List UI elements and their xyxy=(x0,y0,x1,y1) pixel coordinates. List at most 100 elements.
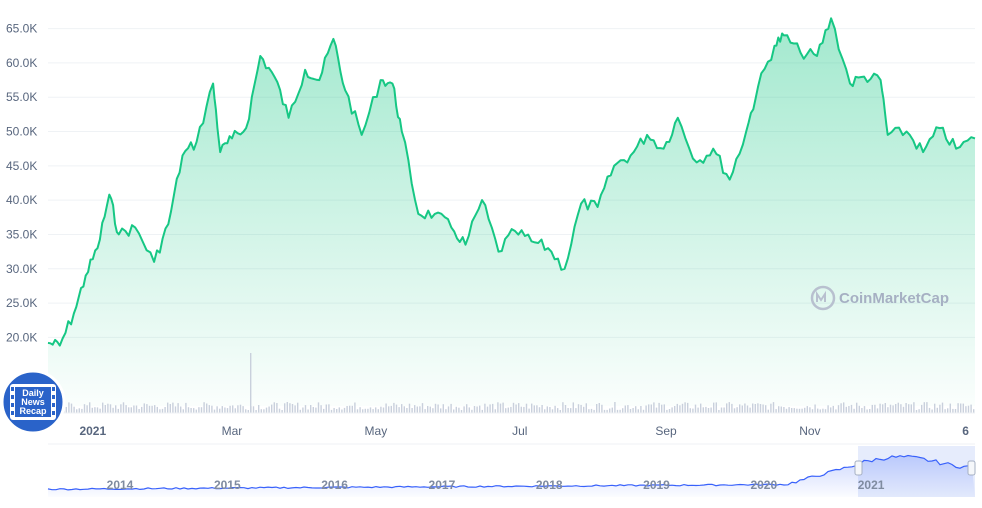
volume-bar xyxy=(252,406,255,413)
volume-bar xyxy=(226,408,229,413)
volume-bar xyxy=(739,404,741,413)
volume-bar xyxy=(832,405,834,413)
volume-bar xyxy=(531,403,533,413)
navigator-right-handle[interactable] xyxy=(967,460,976,476)
volume-bar xyxy=(947,408,949,413)
volume-bar xyxy=(278,408,281,413)
volume-bar xyxy=(239,404,242,413)
volume-bar xyxy=(180,406,182,413)
volume-bar xyxy=(193,408,195,413)
volume-bar xyxy=(811,409,814,413)
volume-bar xyxy=(861,408,863,413)
volume-bar xyxy=(187,407,190,413)
volume-bar xyxy=(372,409,374,413)
volume-bar xyxy=(320,405,322,413)
volume-bar xyxy=(148,405,151,413)
navigator-year-label: 2020 xyxy=(750,478,777,492)
volume-bar xyxy=(754,404,756,413)
volume-bar xyxy=(507,407,509,413)
volume-bar xyxy=(637,409,639,413)
volume-bar xyxy=(96,407,99,413)
volume-bar xyxy=(564,405,567,413)
y-tick-label: 45.0K xyxy=(6,159,37,173)
volume-bar xyxy=(364,408,366,413)
range-navigator[interactable]: 2014 2015 2016 2017 2018 2019 2020 2021 xyxy=(47,443,976,497)
volume-bar xyxy=(668,409,671,413)
volume-bar xyxy=(499,403,502,413)
volume-bar xyxy=(822,408,824,413)
volume-bar xyxy=(869,409,871,413)
volume-bar xyxy=(733,408,736,413)
volume-bar xyxy=(479,405,481,413)
navigator-left-handle[interactable] xyxy=(854,460,863,476)
volume-bar xyxy=(837,405,840,413)
volume-bar xyxy=(934,403,936,413)
volume-bar xyxy=(76,409,78,413)
volume-bar xyxy=(710,407,712,413)
volume-bar xyxy=(897,402,899,413)
volume-bar xyxy=(900,404,902,413)
volume-bar xyxy=(429,406,431,413)
volume-bar xyxy=(967,405,970,413)
volume-bar xyxy=(632,408,634,413)
volume-bar xyxy=(915,410,918,413)
volume-bar xyxy=(650,404,652,413)
volume-bar xyxy=(640,406,642,413)
volume-bar xyxy=(928,407,931,413)
volume-bar xyxy=(156,406,158,413)
volume-bar xyxy=(611,407,613,413)
volume-bar xyxy=(741,405,743,413)
volume-bar xyxy=(445,409,447,413)
coinmarketcap-logo-icon xyxy=(810,285,836,311)
volume-bar xyxy=(577,404,580,413)
volume-bar xyxy=(359,407,361,413)
y-tick-label: 50.0K xyxy=(6,125,37,139)
volume-bar xyxy=(260,409,262,413)
volume-bar xyxy=(385,403,387,413)
volume-bar xyxy=(505,408,507,413)
volume-bar xyxy=(697,407,699,413)
volume-bar xyxy=(174,406,177,413)
volume-bar xyxy=(401,404,403,413)
volume-bar xyxy=(369,407,372,413)
volume-bar xyxy=(328,404,330,413)
volume-bar xyxy=(492,403,494,413)
volume-bar xyxy=(944,409,946,413)
volume-bar xyxy=(185,402,187,413)
volume-bar xyxy=(622,408,624,413)
volume-bar xyxy=(411,408,413,413)
volume-bar xyxy=(772,402,775,413)
volume-bar xyxy=(294,405,296,413)
volume-bar xyxy=(746,405,749,413)
volume-bar xyxy=(804,407,806,413)
volume-bar xyxy=(718,410,720,413)
volume-bar xyxy=(700,403,702,413)
volume-bar xyxy=(614,402,616,413)
volume-bar xyxy=(307,409,309,413)
volume-bar xyxy=(68,402,70,413)
volume-bar xyxy=(419,406,421,413)
volume-bar xyxy=(229,405,231,413)
volume-bar xyxy=(112,407,114,413)
volume-bar xyxy=(593,409,595,413)
volume-bar xyxy=(744,403,746,413)
y-tick-label: 60.0K xyxy=(6,56,37,70)
volume-bar xyxy=(107,403,109,413)
navigator-year-label: 2017 xyxy=(429,478,456,492)
volume-bar xyxy=(286,402,288,413)
volume-bar xyxy=(648,404,650,413)
volume-bar xyxy=(692,408,694,413)
volume-bar xyxy=(796,408,798,413)
volume-bar xyxy=(757,403,759,413)
volume-bar xyxy=(395,404,398,413)
volume-bar xyxy=(416,406,418,413)
volume-bar xyxy=(528,408,530,413)
volume-bar xyxy=(889,404,892,413)
volume-bar xyxy=(887,407,889,413)
volume-bar xyxy=(510,406,512,413)
volume-bar xyxy=(759,404,762,413)
volume-bar xyxy=(762,404,764,413)
volume-bar xyxy=(663,404,665,413)
